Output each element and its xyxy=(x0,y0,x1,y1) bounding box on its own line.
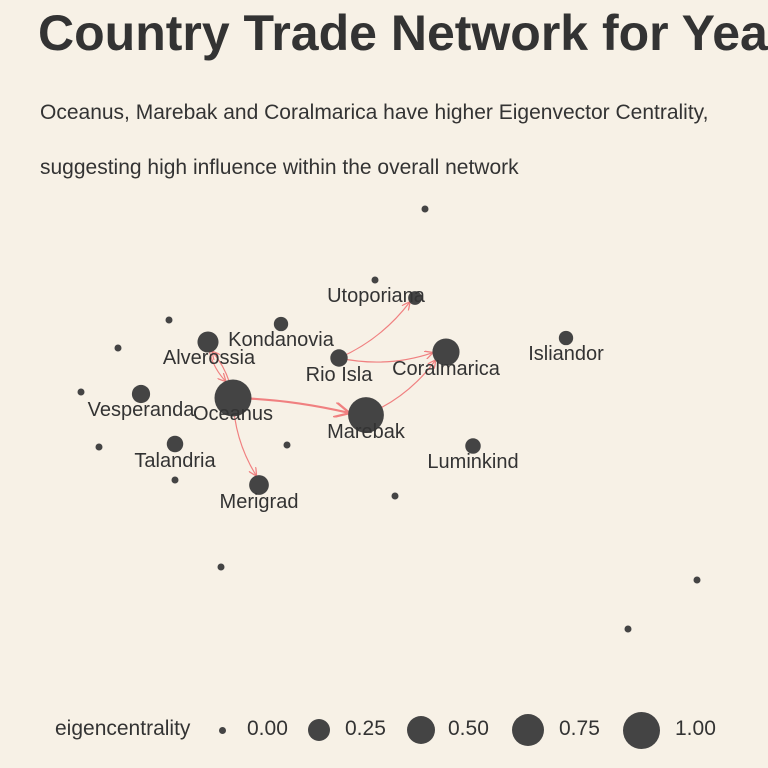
node-label-isliandor: Isliandor xyxy=(528,343,604,365)
node-u1[interactable] xyxy=(421,205,429,213)
node-label-alverossia: Alverossia xyxy=(163,347,256,369)
legend-dot-4 xyxy=(622,711,660,749)
node-coralmarica[interactable] xyxy=(432,338,460,366)
legend-label-1: 0.25 xyxy=(345,717,386,740)
node-u6[interactable] xyxy=(95,443,103,451)
node-u10[interactable] xyxy=(217,563,225,571)
node-u2[interactable] xyxy=(371,276,379,284)
node-utoporiana[interactable] xyxy=(408,291,422,305)
node-u4[interactable] xyxy=(114,344,122,352)
edge-RioIsla-Coralmarica xyxy=(338,353,432,363)
node-oceanus[interactable] xyxy=(214,379,252,417)
node-u11[interactable] xyxy=(693,576,701,584)
node-label-kondanovia: Kondanovia xyxy=(228,329,335,351)
node-label-talandria: Talandria xyxy=(134,450,216,472)
legend-dot-2 xyxy=(406,715,436,745)
node-merigrad[interactable] xyxy=(249,475,269,495)
chart-title: Country Trade Network for Year xyxy=(38,5,768,61)
node-label-coralmarica: Coralmarica xyxy=(392,358,501,380)
node-u9[interactable] xyxy=(391,492,399,500)
node-label-merigrad: Merigrad xyxy=(220,491,299,513)
node-label-marebak: Marebak xyxy=(327,421,406,443)
legend-dot-0 xyxy=(218,726,226,734)
node-u7[interactable] xyxy=(171,476,179,484)
node-kondanovia[interactable] xyxy=(273,316,289,332)
node-rioisla[interactable] xyxy=(330,349,348,367)
subtitle-line-2: suggesting high influence within the ove… xyxy=(40,156,519,179)
legend-label-0: 0.00 xyxy=(247,717,288,740)
legend-label-2: 0.50 xyxy=(448,717,489,740)
node-label-oceanus: Oceanus xyxy=(193,403,273,425)
node-marebak[interactable] xyxy=(348,397,384,433)
legend-label-4: 1.00 xyxy=(675,717,716,740)
legend-dot-1 xyxy=(308,719,330,741)
legend-title: eigencentrality xyxy=(55,717,191,740)
node-layer xyxy=(77,205,701,633)
subtitle-line-1: Oceanus, Marebak and Coralmarica have hi… xyxy=(40,101,709,124)
node-label-utoporiana: Utoporiana xyxy=(327,285,426,307)
node-label-luminkind: Luminkind xyxy=(427,451,518,473)
node-u8[interactable] xyxy=(283,441,291,449)
edge-RioIsla-Utoporiana xyxy=(338,302,410,359)
node-alverossia[interactable] xyxy=(197,331,219,353)
node-u12[interactable] xyxy=(624,625,632,633)
node-luminkind[interactable] xyxy=(465,438,481,454)
node-label-rioisla: Rio Isla xyxy=(306,364,374,386)
node-vesperanda[interactable] xyxy=(131,384,151,404)
network-graph: Oceanus Marebak Coralmarica AlverossiaKonda… xyxy=(77,205,701,633)
node-u5[interactable] xyxy=(77,388,85,396)
node-talandria[interactable] xyxy=(166,435,184,453)
node-label-vesperanda: Vesperanda xyxy=(88,399,196,421)
node-isliandor[interactable] xyxy=(558,330,574,346)
chart-subtitle: Oceanus, Marebak and Coralmarica have hi… xyxy=(40,85,768,195)
legend-label-3: 0.75 xyxy=(559,717,600,740)
node-u3[interactable] xyxy=(165,316,173,324)
legend: eigencentrality 0.00 0.25 0.50 0.75 1.00 xyxy=(0,700,768,760)
legend-dot-3 xyxy=(511,713,545,747)
label-layer: Oceanus Marebak Coralmarica AlverossiaKonda… xyxy=(88,285,605,513)
